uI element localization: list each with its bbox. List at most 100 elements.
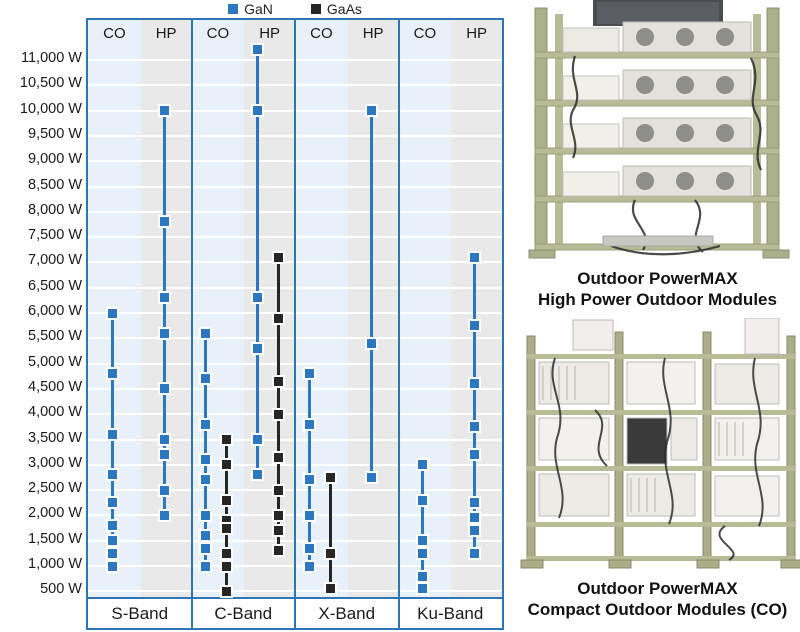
- data-marker-gan: [199, 559, 213, 573]
- co-column-bg: [295, 20, 348, 597]
- data-marker-gan: [157, 326, 171, 340]
- chart-legend: GaN GaAs: [86, 0, 504, 17]
- data-marker-gan: [157, 104, 171, 118]
- data-marker-gaas: [271, 483, 285, 497]
- column-header-hp: HP: [362, 25, 384, 42]
- y-tick-label: 10,500 W: [19, 75, 82, 92]
- band-label: X-Band: [318, 604, 376, 623]
- column-header-co: CO: [103, 25, 126, 42]
- column-header-co: CO: [310, 25, 333, 42]
- data-marker-gan: [416, 534, 430, 548]
- data-marker-gan: [199, 508, 213, 522]
- data-marker-gan: [199, 326, 213, 340]
- data-marker-gan: [105, 496, 119, 510]
- data-marker-gan: [105, 427, 119, 441]
- y-tick-label: 6,000 W: [28, 303, 82, 319]
- data-marker-gaas: [271, 250, 285, 264]
- legend-label-gaas: GaAs: [326, 0, 362, 17]
- high-power-caption-line2: High Power Outdoor Modules: [538, 290, 777, 309]
- data-marker-gan: [251, 43, 265, 57]
- y-tick-label: 3,000 W: [28, 454, 82, 471]
- data-marker-gan: [157, 508, 171, 522]
- power-range-chart: CO HP CO HP CO HP CO HP S-Band C-Band X-Band Ku-Ban…: [86, 18, 504, 630]
- gaas-swatch-icon: [310, 3, 321, 14]
- data-marker-gaas: [271, 508, 285, 522]
- y-tick-label: 8,000 W: [28, 201, 82, 218]
- data-marker-gaas: [220, 559, 234, 573]
- data-marker-gaas: [220, 546, 234, 560]
- data-marker-gan: [468, 496, 482, 510]
- column-header-co: CO: [413, 25, 437, 42]
- y-tick-label: 4,000 W: [28, 404, 82, 421]
- data-marker-gan: [105, 534, 119, 548]
- y-tick-label: 5,500 W: [28, 328, 82, 345]
- y-tick-label: 7,000 W: [28, 252, 82, 269]
- data-marker-gaas: [323, 546, 337, 560]
- data-marker-gaas: [220, 521, 234, 535]
- range-line-gaas: [276, 257, 280, 551]
- range-line-gaas: [328, 477, 332, 589]
- plot-area: CO HP CO HP CO HP CO HP S-Band C-Band X-Band Ku-Ban…: [88, 20, 502, 628]
- data-marker-gaas: [271, 407, 285, 421]
- data-marker-gaas: [220, 433, 234, 446]
- data-marker-gan: [251, 291, 265, 305]
- band-label: S-Band: [111, 604, 169, 623]
- column-header-hp: HP: [155, 25, 177, 42]
- band-separator: [397, 20, 400, 628]
- y-tick-label: 500 W: [40, 581, 82, 598]
- co-column-bg: [398, 20, 452, 597]
- data-marker-gan: [416, 569, 430, 583]
- data-marker-gan: [105, 468, 119, 482]
- data-marker-gan: [157, 448, 171, 462]
- data-marker-gan: [302, 541, 316, 555]
- band-separator: [294, 20, 296, 628]
- data-marker-gaas: [323, 470, 337, 484]
- range-line-gan: [473, 257, 477, 554]
- high-power-modules-photo: [515, 0, 800, 262]
- data-marker-gaas: [271, 544, 285, 558]
- column-header-hp: HP: [259, 25, 281, 42]
- y-tick-label: 5,000 W: [28, 353, 82, 370]
- data-marker-gan: [468, 377, 482, 391]
- data-marker-gaas: [220, 493, 234, 507]
- data-marker-gan: [416, 458, 430, 472]
- data-marker-gan: [302, 473, 316, 487]
- data-marker-gan: [199, 529, 213, 543]
- high-power-caption: Outdoor PowerMAX High Power Outdoor Modu…: [515, 268, 800, 310]
- data-marker-gan: [302, 417, 316, 431]
- data-marker-gan: [416, 493, 430, 507]
- compact-modules-photo: [515, 318, 800, 572]
- band-label: C-Band: [214, 604, 273, 623]
- y-tick-label: 7,500 W: [28, 227, 82, 244]
- legend-item-gan: GaN: [228, 1, 273, 17]
- data-marker-gan: [364, 470, 378, 484]
- data-marker-gaas: [220, 458, 234, 472]
- data-marker-gan: [199, 417, 213, 431]
- data-marker-gan: [468, 319, 482, 333]
- y-tick-label: 3,500 W: [28, 429, 82, 446]
- range-line-gan: [421, 464, 425, 589]
- column-header-hp: HP: [466, 25, 488, 42]
- legend-item-gaas: GaAs: [310, 0, 362, 17]
- gan-swatch-icon: [228, 3, 239, 14]
- data-marker-gan: [468, 546, 482, 560]
- data-marker-gan: [199, 541, 213, 555]
- data-marker-gan: [302, 508, 316, 522]
- y-tick-label: 9,000 W: [28, 151, 82, 168]
- y-tick-label: 2,500 W: [28, 480, 82, 497]
- data-marker-gan: [468, 250, 482, 264]
- data-marker-gan: [199, 453, 213, 467]
- y-tick-label: 6,500 W: [28, 277, 82, 294]
- range-line-gan: [256, 49, 260, 475]
- data-marker-gaas: [323, 582, 337, 596]
- data-marker-gan: [199, 372, 213, 386]
- data-marker-gan: [416, 546, 430, 560]
- data-marker-gaas: [220, 584, 234, 598]
- data-marker-gan: [364, 336, 378, 350]
- data-marker-gan: [105, 519, 119, 533]
- data-marker-gan: [105, 306, 119, 320]
- data-marker-gan: [105, 546, 119, 560]
- data-marker-gan: [302, 559, 316, 573]
- data-marker-gan: [468, 420, 482, 434]
- data-marker-gan: [416, 582, 430, 596]
